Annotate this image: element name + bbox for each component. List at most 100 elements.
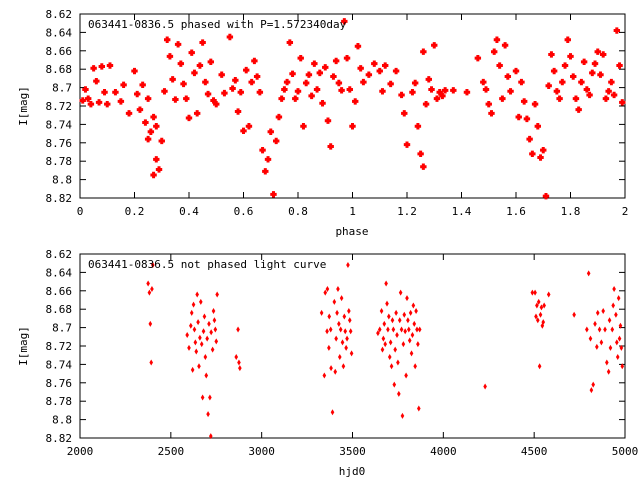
- y-tick-label: 8.72: [46, 340, 73, 353]
- data-point: [520, 98, 528, 105]
- data-point: [411, 79, 419, 87]
- x-tick-label: 4500: [521, 445, 548, 458]
- data-point: [474, 54, 482, 62]
- data-point: [415, 326, 419, 333]
- data-point: [535, 302, 539, 309]
- x-axis-label: hjd0: [339, 465, 366, 478]
- x-tick-label: 1: [349, 205, 356, 218]
- data-point: [212, 317, 217, 324]
- data-point: [342, 313, 347, 320]
- data-point: [392, 67, 400, 75]
- y-tick-label: 8.62: [46, 8, 73, 21]
- data-point: [416, 341, 420, 348]
- data-point: [112, 89, 119, 96]
- data-point: [180, 80, 187, 88]
- x-tick-label: 2000: [67, 445, 94, 458]
- data-point: [382, 62, 389, 69]
- data-point: [270, 191, 277, 198]
- data-point: [322, 372, 327, 379]
- data-point: [379, 308, 384, 315]
- data-point: [349, 123, 356, 130]
- data-point: [104, 100, 111, 108]
- data-point: [338, 87, 345, 94]
- plot-frame: [79, 253, 626, 439]
- data-point: [267, 128, 274, 135]
- data-point: [199, 298, 203, 305]
- data-point: [198, 334, 202, 341]
- x-tick-label: 3000: [248, 445, 275, 458]
- data-point: [264, 156, 272, 163]
- data-point: [289, 70, 296, 77]
- data-point: [237, 359, 241, 366]
- data-point: [174, 41, 182, 48]
- data-point: [337, 320, 341, 327]
- data-point: [221, 89, 228, 97]
- y-tick-label: 8.8: [52, 414, 72, 427]
- data-point: [319, 100, 326, 107]
- data-point: [578, 78, 585, 86]
- data-point: [397, 317, 402, 324]
- data-point: [387, 313, 391, 320]
- data-point: [531, 100, 539, 108]
- data-point: [190, 366, 195, 373]
- data-point: [215, 291, 219, 298]
- data-point: [329, 365, 333, 372]
- y-tick-label: 8.68: [46, 63, 73, 76]
- data-point: [226, 33, 234, 41]
- data-point: [431, 42, 438, 49]
- data-point: [117, 98, 125, 105]
- data-point: [409, 350, 414, 357]
- data-point: [613, 27, 621, 34]
- data-point: [414, 308, 418, 315]
- data-point: [344, 344, 348, 351]
- data-point: [87, 100, 95, 108]
- data-point: [607, 317, 612, 324]
- data-point: [292, 95, 299, 102]
- data-point: [147, 289, 152, 296]
- data-point: [319, 309, 324, 316]
- data-point: [210, 97, 217, 104]
- x-tick-label: 1.6: [506, 205, 526, 218]
- data-point: [155, 166, 163, 173]
- data-point: [323, 289, 328, 296]
- data-point: [614, 311, 618, 318]
- data-point: [251, 57, 258, 65]
- y-tick-label: 8.64: [46, 26, 73, 39]
- data-point: [347, 308, 351, 315]
- data-point: [539, 304, 544, 311]
- data-point: [463, 89, 471, 96]
- phased-light-curve-panel: 8.62 8.64 8.66 8.68 8.7 8.72 8.74 8.76 8.78 8.8 8.…: [17, 8, 628, 238]
- data-point: [376, 67, 383, 75]
- data-point: [586, 270, 591, 277]
- data-point: [188, 49, 195, 56]
- data-point: [84, 95, 92, 102]
- data-point: [559, 78, 566, 86]
- data-point: [302, 79, 310, 87]
- data-point: [332, 298, 337, 305]
- data-point: [611, 302, 615, 309]
- data-point: [420, 163, 427, 170]
- data-point: [248, 78, 255, 86]
- data-point: [234, 108, 242, 115]
- data-point: [407, 326, 411, 333]
- data-point: [210, 346, 215, 353]
- data-point: [610, 91, 618, 99]
- data-point: [391, 326, 396, 333]
- data-point: [189, 322, 193, 329]
- data-point: [585, 326, 589, 333]
- data-point: [214, 338, 219, 345]
- data-point: [149, 359, 154, 366]
- data-point: [499, 95, 506, 102]
- data-point: [428, 86, 435, 93]
- data-point: [343, 328, 348, 335]
- data-point: [325, 285, 330, 292]
- data-point: [610, 326, 615, 333]
- data-point: [158, 137, 165, 145]
- data-point: [335, 79, 343, 87]
- data-point: [98, 63, 105, 70]
- data-point: [150, 171, 157, 179]
- unphased-light-curve-panel: 8.62 8.64 8.66 8.68 8.7 8.72 8.74 8.76 8.78 8.8 8.…: [17, 248, 638, 478]
- data-point: [187, 344, 191, 351]
- data-point: [546, 291, 551, 298]
- data-point: [586, 91, 593, 99]
